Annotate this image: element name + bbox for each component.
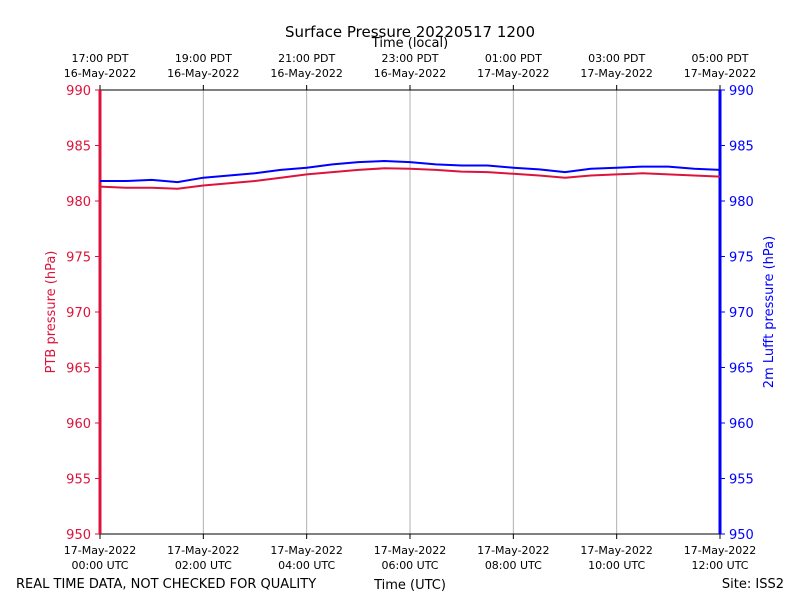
top-tick-date: 17-May-2022	[580, 67, 652, 80]
bottom-tick-time: 06:00 UTC	[381, 559, 438, 572]
right-tick-label: 955	[729, 473, 754, 488]
left-tick-label: 950	[66, 528, 91, 543]
chart-title: Surface Pressure 20220517 1200	[285, 23, 535, 41]
left-tick-label: 985	[66, 140, 91, 155]
right-tick-label: 965	[729, 362, 754, 377]
top-tick-time: 03:00 PDT	[588, 52, 645, 65]
bottom-tick-time: 02:00 UTC	[175, 559, 232, 572]
top-tick-date: 17-May-2022	[477, 67, 549, 80]
plot-area: 950 950 955 955 960 960 965 965 970 970 975 975 980 9…	[64, 52, 756, 572]
bottom-tick-time: 00:00 UTC	[71, 559, 128, 572]
bottom-tick-time: 10:00 UTC	[588, 559, 645, 572]
bottom-tick-date: 17-May-2022	[477, 544, 549, 557]
right-tick-label: 990	[729, 84, 754, 99]
ptb-pressure-line	[99, 167, 721, 190]
bottom-axis-label: Time (UTC)	[373, 578, 446, 593]
left-tick-label: 975	[66, 251, 91, 266]
left-tick-label: 965	[66, 362, 91, 377]
bottom-tick-time: 08:00 UTC	[485, 559, 542, 572]
top-tick-time: 05:00 PDT	[691, 52, 748, 65]
top-tick-date: 16-May-2022	[64, 67, 136, 80]
top-tick-time: 01:00 PDT	[485, 52, 542, 65]
top-axis-label: Time (local)	[371, 36, 448, 51]
bottom-tick-date: 17-May-2022	[580, 544, 652, 557]
right-tick-label: 960	[729, 417, 754, 432]
bottom-tick-time: 12:00 UTC	[691, 559, 748, 572]
right-tick-label: 970	[729, 306, 754, 321]
top-tick-time: 23:00 PDT	[381, 52, 438, 65]
site-label: Site: ISS2	[722, 577, 784, 592]
top-tick-date: 16-May-2022	[374, 67, 446, 80]
top-tick-date: 16-May-2022	[167, 67, 239, 80]
bottom-tick-date: 17-May-2022	[374, 544, 446, 557]
bottom-tick-date: 17-May-2022	[684, 544, 756, 557]
bottom-tick-date: 17-May-2022	[270, 544, 342, 557]
bottom-tick-date: 17-May-2022	[64, 544, 136, 557]
lufft-pressure-line	[100, 160, 721, 184]
left-tick-label: 980	[66, 195, 91, 210]
left-tick-label: 970	[66, 306, 91, 321]
bottom-tick-date: 17-May-2022	[167, 544, 239, 557]
right-tick-label: 980	[729, 195, 754, 210]
left-tick-label: 960	[66, 417, 91, 432]
right-axis-label: 2m Lufft pressure (hPa)	[762, 236, 777, 388]
left-tick-label: 990	[66, 84, 91, 99]
top-tick-time: 17:00 PDT	[71, 52, 128, 65]
bottom-tick-time: 04:00 UTC	[278, 559, 335, 572]
top-tick-time: 19:00 PDT	[175, 52, 232, 65]
quality-disclaimer: REAL TIME DATA, NOT CHECKED FOR QUALITY	[16, 577, 316, 592]
left-axis-label: PTB pressure (hPa)	[44, 251, 59, 374]
right-tick-label: 975	[729, 251, 754, 266]
top-tick-date: 17-May-2022	[684, 67, 756, 80]
left-tick-label: 955	[66, 473, 91, 488]
right-tick-label: 985	[729, 140, 754, 155]
top-tick-date: 16-May-2022	[270, 67, 342, 80]
top-tick-time: 21:00 PDT	[278, 52, 335, 65]
right-tick-label: 950	[729, 528, 754, 543]
